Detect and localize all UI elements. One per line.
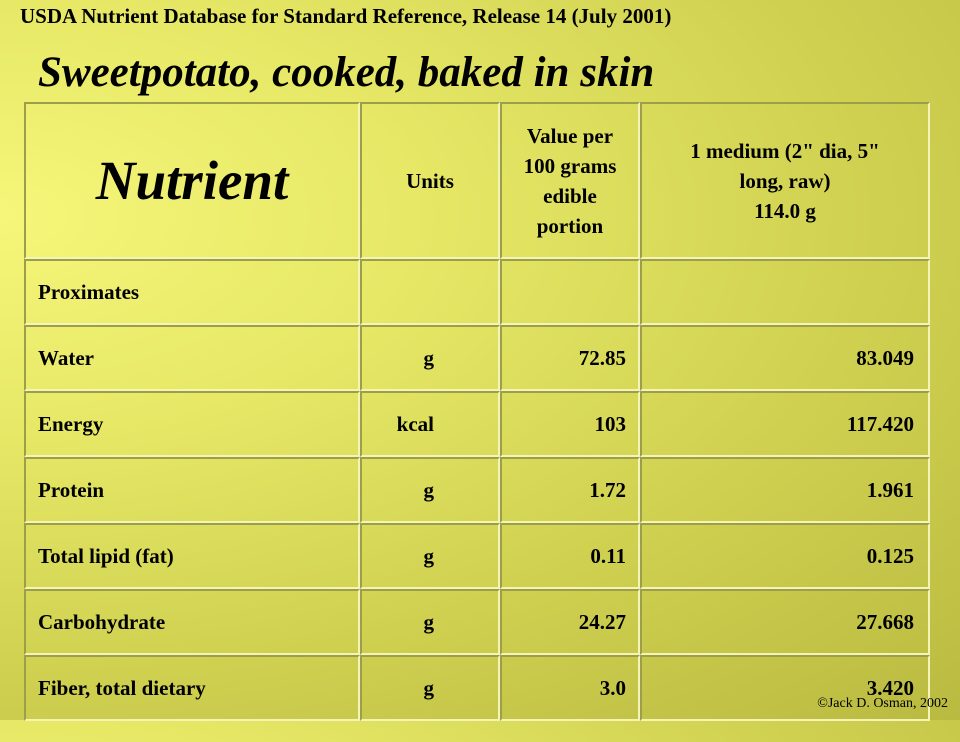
row-protein-measure: 1.961	[640, 457, 930, 523]
column-header-units: Units	[406, 168, 454, 193]
row-fiber-per100: 3.0	[500, 655, 640, 721]
column-header-nutrient: Nutrient	[95, 149, 289, 211]
row-total-lipid-name: Total lipid (fat)	[24, 523, 360, 589]
row-water-per100: 72.85	[500, 325, 640, 391]
column-header-per100: Value per 100 grams edible portion	[524, 121, 617, 241]
row-protein-name: Protein	[24, 457, 360, 523]
row-energy-unit: kcal	[360, 391, 500, 457]
row-proximates-name: Proximates	[24, 259, 360, 325]
column-header-measure-line: 114.0 g	[754, 198, 816, 223]
row-carbohydrate-name: Carbohydrate	[24, 589, 360, 655]
row-water-measure: 83.049	[640, 325, 930, 391]
column-header-measure-line: 1 medium (2" dia, 5"	[690, 138, 880, 163]
row-proximates-unit	[360, 259, 500, 325]
row-proximates-measure	[640, 259, 930, 325]
row-energy-measure: 117.420	[640, 391, 930, 457]
row-energy-name: Energy	[24, 391, 360, 457]
page-title: Sweetpotato, cooked, baked in skin	[38, 49, 655, 96]
column-header-per100-line: Value per	[526, 123, 614, 148]
row-water-name: Water	[24, 325, 360, 391]
source-caption: USDA Nutrient Database for Standard Refe…	[20, 4, 672, 28]
row-protein-unit: g	[360, 457, 500, 523]
row-carbohydrate-unit: g	[360, 589, 500, 655]
row-total-lipid-unit: g	[360, 523, 500, 589]
row-energy-per100: 103	[500, 391, 640, 457]
column-header-per100-line: 100 grams	[523, 153, 617, 178]
column-header-measure: 1 medium (2" dia, 5" long, raw) 114.0 g	[690, 136, 880, 226]
row-water-unit: g	[360, 325, 500, 391]
row-fiber-unit: g	[360, 655, 500, 721]
row-fiber-name: Fiber, total dietary	[24, 655, 360, 721]
column-header-per100-line: portion	[536, 213, 604, 238]
row-carbohydrate-per100: 24.27	[500, 589, 640, 655]
header-cell-per100: Value per 100 grams edible portion	[500, 102, 640, 259]
row-total-lipid-measure: 0.125	[640, 523, 930, 589]
row-total-lipid-per100: 0.11	[500, 523, 640, 589]
copyright-notice: ©Jack D. Osman, 2002	[817, 696, 948, 711]
nutrient-table: Nutrient Units Value per 100 grams edibl…	[24, 102, 930, 742]
column-header-per100-line: edible	[543, 183, 597, 208]
header-cell-measure: 1 medium (2" dia, 5" long, raw) 114.0 g	[640, 102, 930, 259]
header-cell-units: Units	[360, 102, 500, 259]
header-cell-nutrient: Nutrient	[24, 102, 360, 259]
row-carbohydrate-measure: 27.668	[640, 589, 930, 655]
row-proximates-per100	[500, 259, 640, 325]
row-protein-per100: 1.72	[500, 457, 640, 523]
column-header-measure-line: long, raw)	[739, 168, 831, 193]
